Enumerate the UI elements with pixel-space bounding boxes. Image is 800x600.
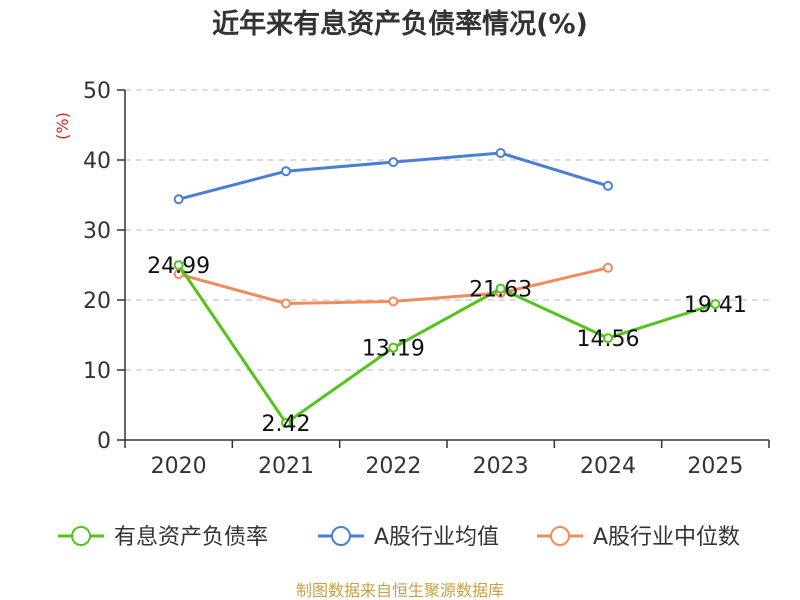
data-label: 21.63 [469, 278, 532, 303]
x-tick-label: 2022 [365, 454, 421, 479]
legend-label: A股行业中位数 [593, 525, 740, 550]
series-point [281, 418, 291, 429]
chart-title: 近年来有息资产负债率情况(%) [212, 8, 588, 40]
series-point [603, 180, 613, 191]
legend-marker [331, 526, 351, 546]
series-point [281, 298, 291, 309]
data-label: 24.99 [147, 254, 210, 279]
series-point [173, 260, 184, 271]
legend-marker [550, 526, 570, 546]
x-tick-label: 2024 [580, 454, 636, 479]
x-tick-label: 2023 [473, 454, 529, 479]
series-point [173, 269, 184, 280]
legend-marker [71, 526, 91, 546]
data-label: 2.42 [262, 412, 311, 437]
y-tick-label: 50 [83, 79, 111, 104]
axes: 0 10 20 30 40 50 2020 2021 2022 2023 2024 2025 [83, 79, 770, 479]
data-labels: 24.99 2.42 13.19 21.63 14.56 19.41 [147, 254, 747, 437]
y-tick-label: 0 [97, 429, 111, 454]
series-point [603, 262, 613, 273]
series-point [173, 194, 184, 205]
series-point [603, 333, 613, 344]
x-tick-label: 2021 [258, 454, 314, 479]
series-point [281, 166, 291, 177]
y-tick-label: 20 [83, 289, 111, 314]
x-tick-label: 2020 [151, 454, 207, 479]
series-point [710, 299, 721, 310]
grid-lines [125, 89, 769, 371]
series-point [495, 283, 506, 294]
legend-label: 有息资产负债率 [114, 525, 268, 550]
legend-label: A股行业均值 [374, 525, 499, 550]
series-point [388, 342, 399, 353]
series-line [177, 264, 716, 425]
x-tick-label: 2025 [687, 454, 743, 479]
y-axis-unit: (%) [53, 112, 72, 140]
legend: 有息资产负债率 A股行业均值 A股行业中位数 [58, 525, 740, 550]
source-note: 制图数据来自恒生聚源数据库 [296, 581, 504, 600]
series-point [388, 296, 399, 307]
series-point [495, 148, 506, 158]
y-tick-label: 10 [83, 359, 111, 384]
data-label: 14.56 [577, 327, 640, 352]
data-label: 13.19 [362, 337, 425, 362]
series-point [388, 157, 399, 168]
y-tick-label: 30 [83, 219, 111, 244]
data-label: 19.41 [684, 293, 747, 318]
y-tick-label: 40 [83, 149, 111, 174]
series-group [173, 148, 721, 429]
